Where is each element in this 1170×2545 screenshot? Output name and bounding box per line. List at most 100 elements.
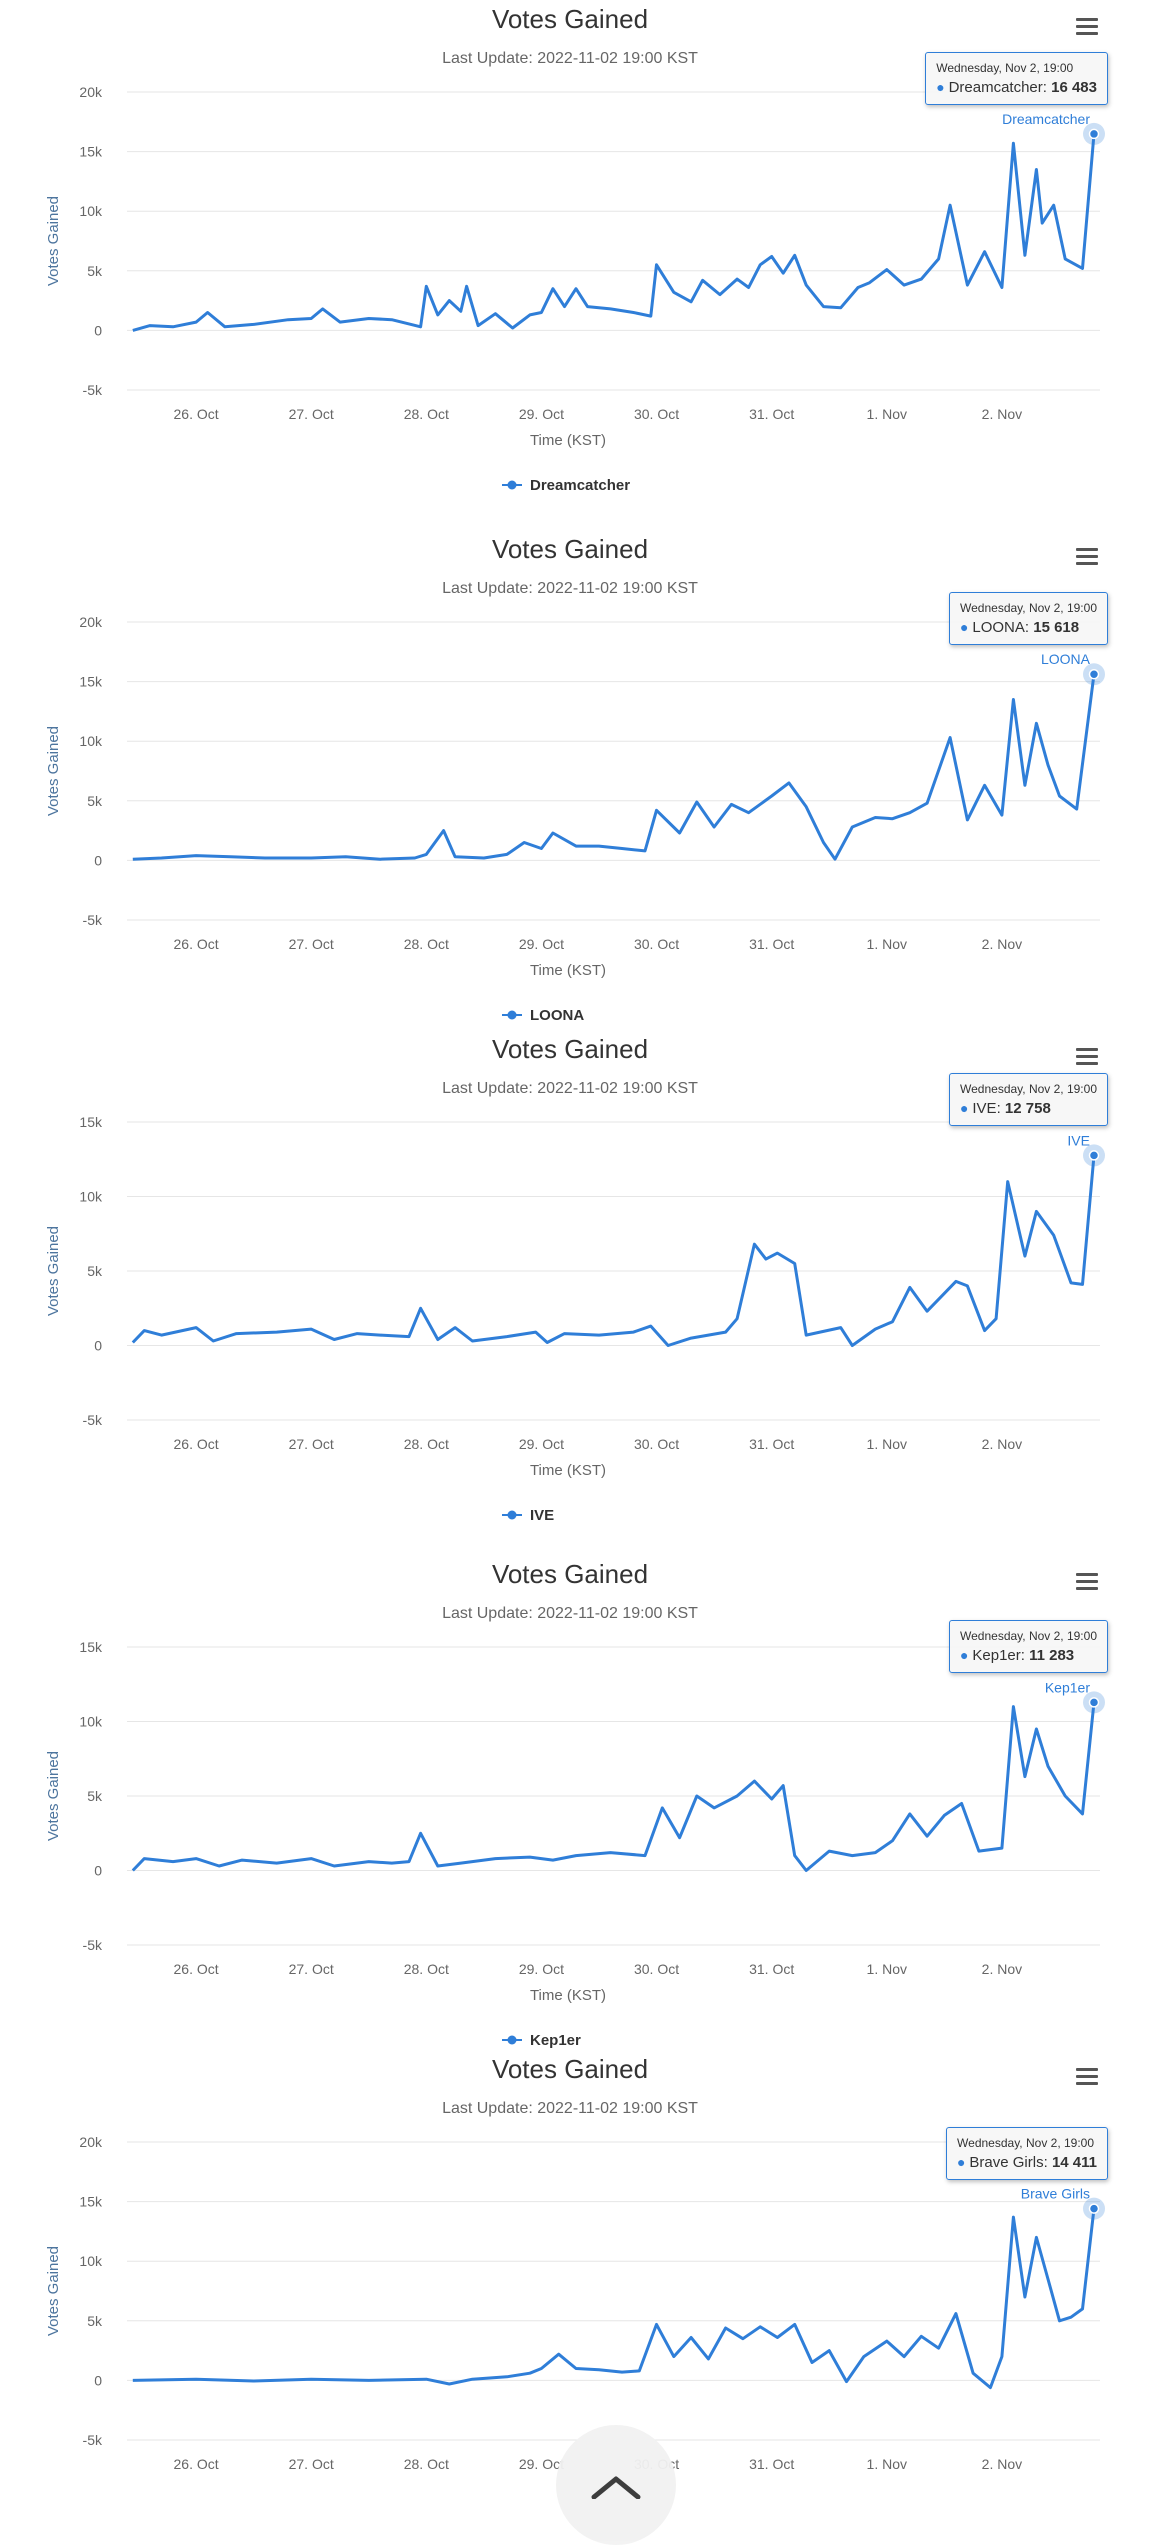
x-tick-label: 27. Oct	[289, 1961, 334, 1977]
chart-menu-icon[interactable]	[1076, 1573, 1100, 1593]
chart-menu-icon[interactable]	[1076, 548, 1100, 568]
tooltip: Wednesday, Nov 2, 19:00 ● Dreamcatcher: 1…	[925, 51, 1108, 105]
back-to-top-button[interactable]	[556, 2425, 676, 2545]
x-tick-label: 2. Nov	[982, 936, 1022, 952]
x-tick-label: 26. Oct	[174, 936, 219, 952]
data-point-marker[interactable]	[1088, 1697, 1100, 1708]
legend-item[interactable]: Dreamcatcher	[502, 477, 630, 494]
series-line[interactable]	[132, 2208, 1096, 2390]
legend-marker	[507, 1010, 517, 1020]
chart-subtitle: Last Update: 2022-11-02 19:00 KST	[442, 1080, 698, 1097]
y-tick-label: 5k	[87, 1788, 103, 1804]
legend-marker	[507, 480, 517, 490]
y-axis-title: Votes Gained	[45, 1226, 62, 1316]
series-line[interactable]	[132, 674, 1096, 861]
x-tick-label: 31. Oct	[749, 1436, 794, 1452]
legend-item[interactable]: LOONA	[502, 1007, 584, 1024]
tooltip-series-name: Brave Girls	[969, 2153, 1044, 2171]
x-tick-label: 26. Oct	[174, 406, 219, 422]
tooltip-date: Wednesday, Nov 2, 19:00	[936, 60, 1074, 75]
x-tick-label: 29. Oct	[519, 936, 564, 952]
chart-panel: Votes Gained Last Update: 2022-11-02 19:0…	[0, 0, 1170, 520]
x-tick-label: 2. Nov	[982, 1961, 1022, 1977]
line-chart: 20k 15k 10k 5k 0 -5k 26. Oct 27. Oct 28. Oct 29. …	[45, 614, 1105, 1024]
y-tick-label: -5k	[83, 2432, 103, 2448]
tooltip-line: ● LOONA: 15 618	[960, 619, 1080, 637]
x-tick-label: 27. Oct	[289, 936, 334, 952]
tooltip-date: Wednesday, Nov 2, 19:00	[960, 1082, 1097, 1097]
x-tick-label: 1. Nov	[867, 2456, 907, 2472]
legend-label: LOONA	[530, 1007, 584, 1024]
tooltip-line: ● IVE: 12 758	[960, 1100, 1051, 1118]
chart-menu-icon[interactable]	[1076, 2068, 1100, 2088]
x-tick-label: 2. Nov	[982, 406, 1022, 422]
x-tick-label: 2. Nov	[982, 2456, 1022, 2472]
legend-item[interactable]: Kep1er	[502, 2032, 581, 2049]
tooltip-value: 11 283	[1029, 1647, 1075, 1665]
chart-title: Votes Gained	[491, 1034, 649, 1064]
x-tick-label: 27. Oct	[289, 2456, 334, 2472]
line-chart: 20k 15k 10k 5k 0 -5k 26. Oct 27. Oct 28. Oct 29. …	[45, 84, 1105, 494]
x-tick-label: 28. Oct	[404, 936, 449, 952]
y-axis-title: Votes Gained	[45, 726, 62, 816]
x-tick-label: 31. Oct	[749, 936, 794, 952]
chart-title: Votes Gained	[491, 534, 649, 564]
y-tick-label: 15k	[79, 674, 103, 690]
tooltip-series-dot: ●	[936, 78, 949, 95]
legend-label: Kep1er	[530, 2032, 581, 2049]
chart-subtitle: Last Update: 2022-11-02 19:00 KST	[442, 580, 698, 597]
y-tick-label: 15k	[79, 2194, 103, 2210]
y-tick-label: -5k	[83, 912, 103, 928]
peak-data-label: Kep1er	[1045, 1679, 1090, 1695]
y-axis-title: Votes Gained	[45, 2246, 62, 2336]
y-tick-label: 20k	[79, 84, 103, 100]
y-tick-label: -5k	[83, 1937, 103, 1953]
tooltip-series-name: IVE	[972, 1100, 997, 1118]
legend-item[interactable]: IVE	[502, 1507, 554, 1524]
tooltip-value: 16 483	[1051, 78, 1097, 96]
tooltip-series-name: Kep1er	[972, 1647, 1021, 1665]
data-point-marker[interactable]	[1088, 2203, 1100, 2214]
chart-subtitle: Last Update: 2022-11-02 19:00 KST	[442, 2100, 698, 2117]
x-tick-label: 29. Oct	[519, 406, 564, 422]
tooltip-value: 15 618	[1033, 619, 1080, 637]
chart-menu-icon[interactable]	[1076, 18, 1100, 38]
x-tick-label: 28. Oct	[404, 1436, 449, 1452]
y-tick-label: 5k	[87, 793, 103, 809]
x-tick-label: 30. Oct	[634, 936, 679, 952]
series-line[interactable]	[131, 1702, 1096, 1872]
legend-marker	[507, 2035, 517, 2045]
legend-label: IVE	[530, 1507, 554, 1524]
peak-data-label: Dreamcatcher	[1002, 111, 1090, 127]
x-tick-label: 31. Oct	[749, 1961, 794, 1977]
x-tick-label: 26. Oct	[174, 1961, 219, 1977]
y-tick-label: -5k	[83, 382, 103, 398]
y-tick-label: 5k	[87, 263, 103, 279]
y-tick-label: 10k	[79, 733, 103, 749]
data-point-marker[interactable]	[1088, 128, 1100, 140]
y-tick-label: 20k	[79, 2134, 103, 2150]
y-tick-label: 0	[94, 2372, 102, 2388]
x-tick-label: 26. Oct	[174, 2456, 219, 2472]
y-tick-label: 0	[94, 322, 102, 338]
y-axis-title: Votes Gained	[45, 196, 62, 286]
chart-menu-icon[interactable]	[1076, 1048, 1100, 1068]
chart-panel: Votes Gained Last Update: 2022-11-02 19:0…	[0, 1555, 1170, 2050]
tooltip-series-dot: ●	[960, 619, 973, 636]
tooltip-value: 12 758	[1004, 1100, 1051, 1118]
tooltip-date: Wednesday, Nov 2, 19:00	[960, 1629, 1097, 1644]
x-tick-label: 29. Oct	[519, 1961, 564, 1977]
x-tick-label: 28. Oct	[404, 1961, 449, 1977]
tooltip: Wednesday, Nov 2, 19:00 ● Brave Girls: 14…	[946, 2126, 1108, 2180]
data-point-marker[interactable]	[1088, 668, 1100, 680]
y-tick-label: 15k	[79, 1639, 103, 1655]
x-tick-label: 27. Oct	[289, 1436, 334, 1452]
series-line[interactable]	[131, 1155, 1096, 1347]
series-line[interactable]	[132, 133, 1096, 332]
y-tick-label: 0	[94, 1338, 102, 1354]
tooltip: Wednesday, Nov 2, 19:00 ● IVE: 12 758	[949, 1073, 1108, 1127]
y-tick-label: 20k	[79, 614, 103, 630]
y-tick-label: 0	[94, 1863, 102, 1879]
data-point-marker[interactable]	[1088, 1150, 1100, 1161]
x-tick-label: 1. Nov	[867, 1961, 907, 1977]
